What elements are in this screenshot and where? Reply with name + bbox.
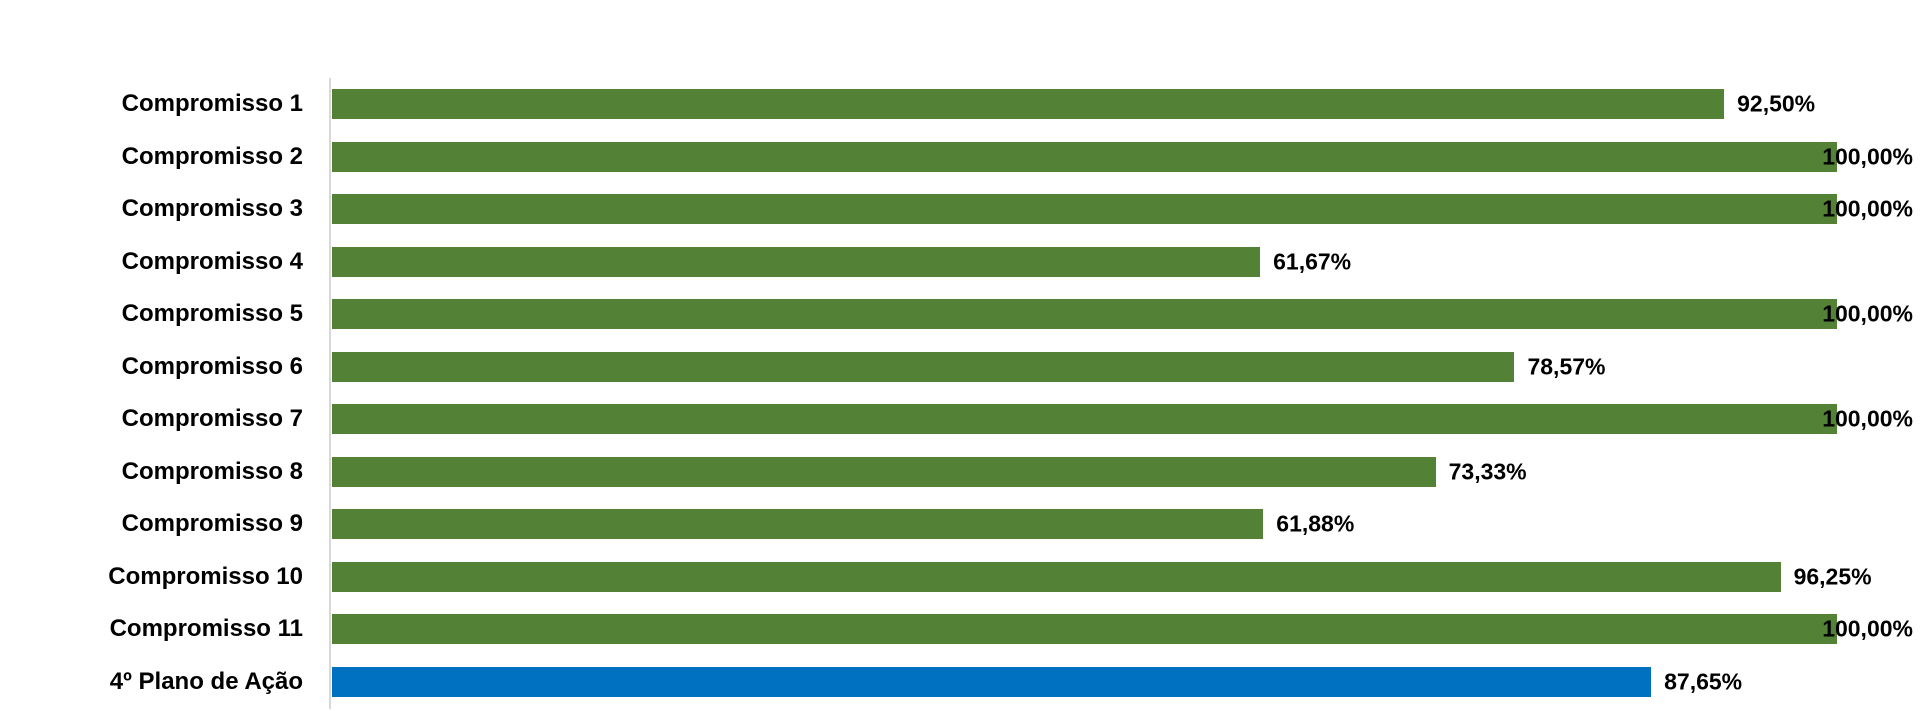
category-label: Compromisso 11 <box>109 615 303 643</box>
chart-row: Compromisso 2 100,00% <box>0 131 1920 184</box>
category-label: Compromisso 6 <box>121 352 303 380</box>
bar <box>332 351 1515 382</box>
bar-track: 100,00% <box>332 614 1913 645</box>
category-label: Compromisso 9 <box>121 510 303 538</box>
category-label: Compromisso 10 <box>108 562 303 590</box>
highlight-bar <box>332 666 1652 697</box>
bar <box>332 456 1436 487</box>
value-label: 61,67% <box>1273 248 1352 275</box>
chart-row: Compromisso 8 73,33% <box>0 446 1920 499</box>
value-axis-line <box>329 78 331 709</box>
bar <box>332 141 1837 172</box>
chart-row: Compromisso 6 78,57% <box>0 341 1920 394</box>
category-label: Compromisso 7 <box>121 405 303 433</box>
category-label: Compromisso 2 <box>121 142 303 170</box>
category-label: Compromisso 3 <box>121 195 303 223</box>
bar-track: 100,00% <box>332 194 1913 225</box>
value-label: 100,00% <box>1822 143 1913 170</box>
bar-chart: Compromisso 1 92,50% Compromisso 2 100,00% C… <box>0 78 1920 708</box>
chart-row: Compromisso 1 92,50% <box>0 78 1920 131</box>
bar <box>332 404 1837 435</box>
bar-track: 92,50% <box>332 89 1837 120</box>
value-label: 87,65% <box>1664 668 1743 695</box>
bar-track: 100,00% <box>332 404 1913 435</box>
bar <box>332 561 1781 592</box>
chart-row: Compromisso 7 100,00% <box>0 393 1920 446</box>
chart-row: Compromisso 11 100,00% <box>0 603 1920 656</box>
bar-track: 61,88% <box>332 509 1837 540</box>
bar-track: 78,57% <box>332 351 1837 382</box>
bar <box>332 194 1837 225</box>
value-label: 61,88% <box>1276 510 1355 537</box>
chart-row: Compromisso 10 96,25% <box>0 551 1920 604</box>
bar <box>332 89 1725 120</box>
category-label: 4º Plano de Ação <box>109 667 303 695</box>
bar <box>332 614 1837 645</box>
value-label: 78,57% <box>1527 353 1606 380</box>
value-label: 100,00% <box>1822 615 1913 642</box>
chart-rows: Compromisso 1 92,50% Compromisso 2 100,00% C… <box>0 78 1920 708</box>
bar-track: 87,65% <box>332 666 1837 697</box>
category-label: Compromisso 1 <box>121 90 303 118</box>
value-label: 100,00% <box>1822 405 1913 432</box>
value-label: 73,33% <box>1448 458 1527 485</box>
value-label: 100,00% <box>1822 195 1913 222</box>
chart-row: Compromisso 5 100,00% <box>0 288 1920 341</box>
category-label: Compromisso 4 <box>121 247 303 275</box>
bar <box>332 299 1837 330</box>
bar-track: 61,67% <box>332 246 1837 277</box>
bar <box>332 509 1264 540</box>
category-label: Compromisso 8 <box>121 457 303 485</box>
bar-track: 96,25% <box>332 561 1872 592</box>
value-label: 100,00% <box>1822 300 1913 327</box>
bar-track: 73,33% <box>332 456 1837 487</box>
value-label: 96,25% <box>1793 563 1872 590</box>
bar-track: 100,00% <box>332 141 1913 172</box>
value-label: 92,50% <box>1737 90 1816 117</box>
chart-row: Compromisso 3 100,00% <box>0 183 1920 236</box>
category-label: Compromisso 5 <box>121 300 303 328</box>
bar-track: 100,00% <box>332 299 1913 330</box>
chart-row: Compromisso 9 61,88% <box>0 498 1920 551</box>
bar <box>332 246 1261 277</box>
chart-row: Compromisso 4 61,67% <box>0 236 1920 289</box>
chart-row: 4º Plano de Ação 87,65% <box>0 656 1920 709</box>
